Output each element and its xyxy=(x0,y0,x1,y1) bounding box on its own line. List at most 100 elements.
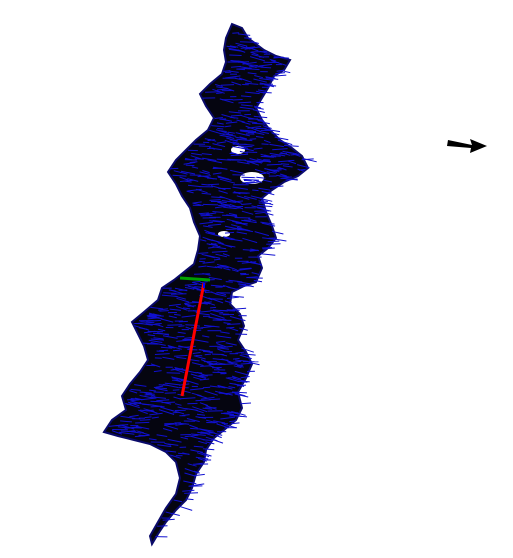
normal-vector xyxy=(216,158,232,161)
normal-vector xyxy=(207,231,216,234)
normal-vector xyxy=(238,283,247,285)
normal-vector xyxy=(189,424,198,429)
normal-vector xyxy=(210,284,225,287)
normal-vector xyxy=(274,136,289,141)
normal-vector xyxy=(231,391,247,394)
normal-vector xyxy=(147,334,156,337)
normal-vector xyxy=(185,164,195,167)
normal-vector xyxy=(117,426,128,429)
normal-vector xyxy=(185,326,192,330)
normal-vector xyxy=(239,106,254,110)
normal-vector xyxy=(265,77,279,80)
normal-vector xyxy=(169,289,184,295)
normal-vector xyxy=(206,265,218,269)
normal-vector xyxy=(212,318,224,321)
normal-vector xyxy=(232,307,247,310)
normal-vector xyxy=(298,168,306,171)
normal-vector xyxy=(262,237,277,240)
normal-vector xyxy=(191,392,202,397)
normal-vector xyxy=(164,442,172,446)
normal-vector xyxy=(173,170,188,175)
normal-vector xyxy=(235,359,249,362)
normal-vector xyxy=(197,175,211,178)
normal-vector xyxy=(129,414,139,418)
normal-vector xyxy=(217,176,232,181)
normal-vector xyxy=(269,143,284,148)
normal-vector xyxy=(121,424,135,430)
normal-vector xyxy=(232,99,243,101)
normal-vector xyxy=(209,365,220,370)
normal-vector xyxy=(235,132,251,137)
normal-vector xyxy=(232,141,240,144)
normal-vector xyxy=(185,379,199,385)
normal-vector xyxy=(220,331,230,334)
normal-vector xyxy=(197,457,207,462)
normal-vector xyxy=(224,135,235,139)
normal-vector xyxy=(220,84,235,86)
normal-vector xyxy=(240,95,252,98)
normal-vector xyxy=(169,409,185,415)
normal-vector xyxy=(210,309,224,314)
normal-vector xyxy=(244,46,261,50)
normal-vector xyxy=(204,291,213,293)
normal-vector xyxy=(195,372,203,374)
normal-vector xyxy=(202,335,210,338)
normal-vector xyxy=(206,433,214,437)
normal-vector xyxy=(176,339,192,342)
normal-vector xyxy=(239,136,248,140)
normal-vector xyxy=(158,384,169,386)
normal-vector xyxy=(172,174,187,177)
normal-vector xyxy=(228,47,240,51)
normal-vector xyxy=(198,212,209,215)
normal-vector xyxy=(262,179,273,183)
normal-vector xyxy=(164,382,180,386)
normal-vector xyxy=(228,360,242,364)
normal-vector xyxy=(235,364,244,367)
normal-vector xyxy=(233,191,241,195)
normal-vector xyxy=(139,419,151,421)
normal-vector xyxy=(151,416,159,419)
normal-vector xyxy=(130,399,140,402)
normal-vector xyxy=(200,239,207,242)
normal-vector xyxy=(216,92,223,94)
normal-vector xyxy=(229,420,237,423)
normal-vector xyxy=(220,203,231,206)
normal-vector xyxy=(204,353,212,356)
normal-vector xyxy=(150,405,163,408)
normal-vector xyxy=(259,50,268,54)
normal-vector xyxy=(190,449,203,453)
normal-vector xyxy=(227,131,235,134)
normal-vector xyxy=(212,220,225,223)
normal-vector xyxy=(242,249,257,252)
normal-vector xyxy=(167,438,182,443)
normal-vector xyxy=(111,430,123,435)
normal-vector xyxy=(178,325,185,327)
normal-vector xyxy=(216,122,224,125)
normal-vector xyxy=(146,409,154,412)
normal-vector xyxy=(184,434,199,438)
normal-vector xyxy=(245,91,260,95)
normal-vector xyxy=(149,438,157,441)
normal-vector xyxy=(239,41,254,43)
normal-vector xyxy=(228,70,239,73)
normal-vector xyxy=(195,456,209,460)
normal-vector xyxy=(193,355,206,360)
normal-vector xyxy=(262,125,272,129)
normal-vector xyxy=(174,287,188,292)
normal-vector xyxy=(184,492,199,494)
normal-vector xyxy=(208,276,222,281)
normal-vector xyxy=(232,186,248,190)
normal-vector xyxy=(200,214,213,217)
normal-vector xyxy=(172,349,181,352)
normal-vector xyxy=(257,120,265,123)
normal-vector xyxy=(228,386,236,389)
normal-vector xyxy=(260,155,274,158)
normal-vector xyxy=(139,391,152,394)
normal-vector xyxy=(208,316,222,320)
normal-vector xyxy=(210,438,224,444)
normal-vector xyxy=(192,202,204,207)
normal-vector xyxy=(282,177,298,181)
normal-vector xyxy=(272,148,288,151)
normal-vector xyxy=(271,230,284,235)
